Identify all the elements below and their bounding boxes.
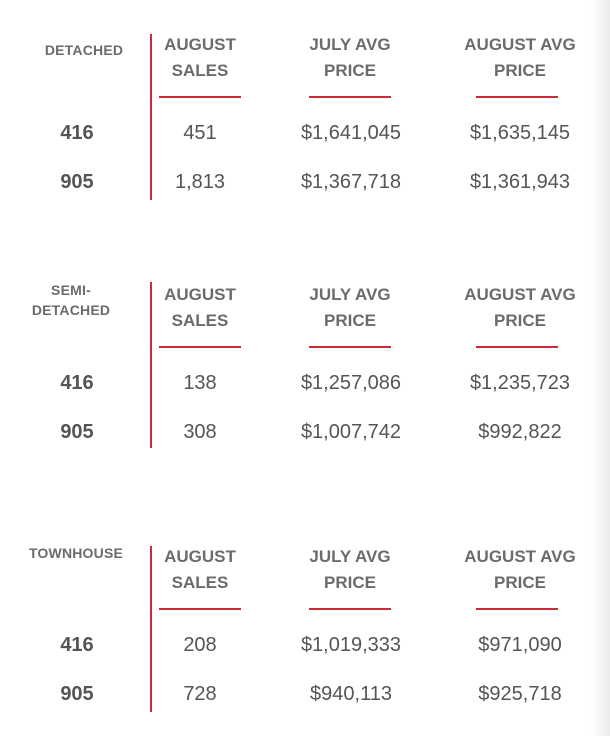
august-avg-price-value: $992,822 (478, 421, 562, 443)
header-july-avg-price: JULY AVG PRICE (309, 547, 391, 592)
region-label: 416 (60, 372, 94, 394)
region-label: 905 (60, 421, 94, 443)
region-label: 905 (60, 171, 94, 193)
header-underline (476, 608, 558, 610)
august-avg-price-value: $1,635,145 (469, 122, 571, 144)
header-july-avg-price: JULY AVG PRICE (309, 35, 391, 80)
july-avg-price-value: $1,007,742 (300, 421, 402, 443)
sales-value: 451 (183, 122, 217, 144)
sales-value: 728 (183, 683, 217, 705)
header-underline (159, 608, 241, 610)
sales-value: 208 (183, 634, 217, 656)
august-avg-price-value: $1,235,723 (469, 372, 571, 394)
header-august-sales: AUGUST SALES (164, 285, 236, 330)
header-august-sales: AUGUST SALES (164, 35, 236, 80)
section-label: SEMI- DETACHED (31, 282, 111, 318)
header-july-avg-price: JULY AVG PRICE (309, 285, 391, 330)
august-avg-price-value: $1,361,943 (469, 171, 571, 193)
header-underline (309, 346, 391, 348)
region-label: 416 (60, 122, 94, 144)
header-underline (159, 346, 241, 348)
july-avg-price-value: $1,641,045 (300, 122, 402, 144)
divider-vertical (150, 282, 152, 448)
townhouse-table: TOWNHOUSE AUGUST SALES JULY AVG PRICE AU… (0, 540, 610, 740)
july-avg-price-value: $1,257,086 (300, 372, 402, 394)
sales-value: 308 (183, 421, 217, 443)
july-avg-price-value: $1,367,718 (300, 171, 402, 193)
divider-vertical (150, 34, 152, 200)
divider-vertical (150, 546, 152, 712)
detached-table: DETACHED AUGUST SALES JULY AVG PRICE AUG… (0, 28, 610, 228)
header-august-avg-price: AUGUST AVG PRICE (464, 547, 576, 592)
section-label: DETACHED (44, 42, 124, 58)
header-underline (309, 608, 391, 610)
august-avg-price-value: $971,090 (478, 634, 562, 656)
sales-value: 138 (183, 372, 217, 394)
semi-detached-table: SEMI- DETACHED AUGUST SALES JULY AVG PRI… (0, 278, 610, 478)
july-avg-price-value: $940,113 (310, 683, 392, 705)
july-avg-price-value: $1,019,333 (300, 634, 402, 656)
region-label: 905 (60, 683, 94, 705)
sales-value: 1,813 (174, 171, 226, 193)
header-underline (309, 96, 391, 98)
header-underline (476, 346, 558, 348)
header-underline (476, 96, 558, 98)
august-avg-price-value: $925,718 (478, 683, 562, 705)
header-august-avg-price: AUGUST AVG PRICE (464, 35, 576, 80)
header-august-sales: AUGUST SALES (164, 547, 236, 592)
header-august-avg-price: AUGUST AVG PRICE (464, 285, 576, 330)
region-label: 416 (60, 634, 94, 656)
header-underline (159, 96, 241, 98)
page-edge-shadow (590, 0, 610, 736)
section-label: TOWNHOUSE (28, 545, 124, 561)
